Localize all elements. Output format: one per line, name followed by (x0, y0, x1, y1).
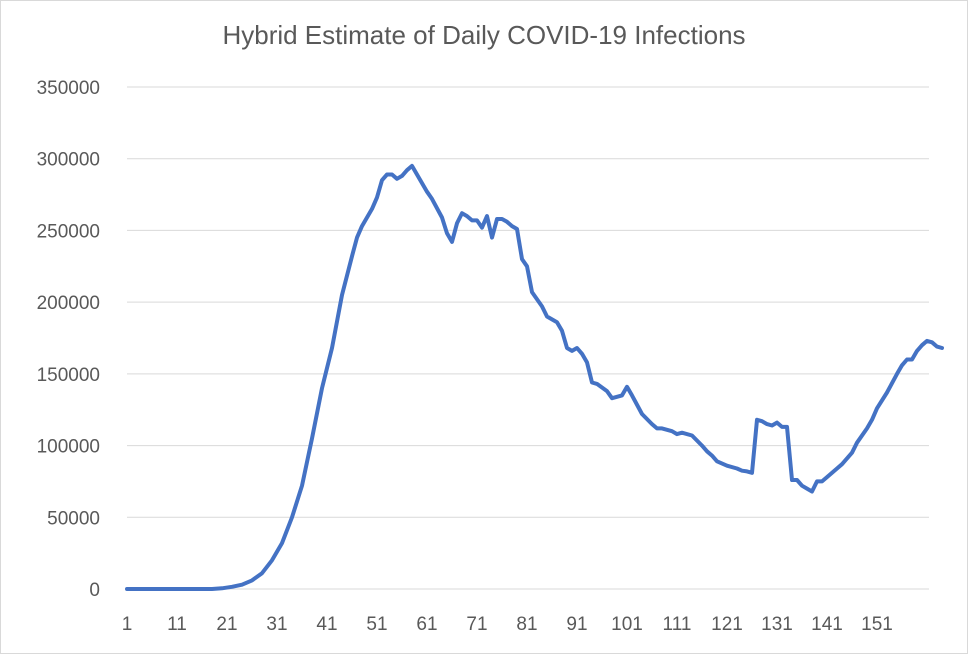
x-axis-tick-labels: 1 11 21 31 41 51 61 71 81 91 101 111 121 131 141 151 (122, 614, 893, 635)
chart-title: Hybrid Estimate of Daily COVID-19 Infect… (222, 20, 746, 50)
y-tick-label: 0 (89, 580, 100, 601)
y-axis-tick-labels: 0 50000 100000 150000 200000 250000 300000 3500… (37, 78, 100, 601)
x-tick-label: 21 (216, 614, 237, 635)
y-tick-label: 50000 (47, 508, 100, 529)
y-tick-label: 100000 (37, 437, 100, 458)
x-tick-label: 121 (711, 614, 743, 635)
x-tick-label: 41 (316, 614, 337, 635)
y-tick-label: 350000 (37, 78, 100, 99)
x-tick-label: 101 (611, 614, 643, 635)
x-tick-label: 141 (811, 614, 843, 635)
y-tick-label: 300000 (37, 150, 100, 171)
x-tick-label: 111 (663, 614, 692, 635)
x-tick-label: 51 (366, 614, 387, 635)
x-tick-label: 91 (566, 614, 587, 635)
x-tick-label: 11 (167, 614, 187, 635)
y-tick-label: 150000 (37, 365, 100, 386)
x-tick-label: 81 (516, 614, 537, 635)
x-tick-label: 61 (416, 614, 437, 635)
y-tick-label: 250000 (37, 221, 100, 242)
x-tick-label: 131 (761, 614, 793, 635)
y-tick-label: 200000 (37, 293, 100, 314)
x-tick-label: 31 (266, 614, 287, 635)
x-tick-label: 1 (122, 614, 133, 635)
x-tick-label: 71 (466, 614, 487, 635)
series-line (125, 163, 944, 591)
x-tick-label: 151 (861, 614, 893, 635)
series-group (125, 163, 944, 591)
gridlines (127, 86, 929, 590)
